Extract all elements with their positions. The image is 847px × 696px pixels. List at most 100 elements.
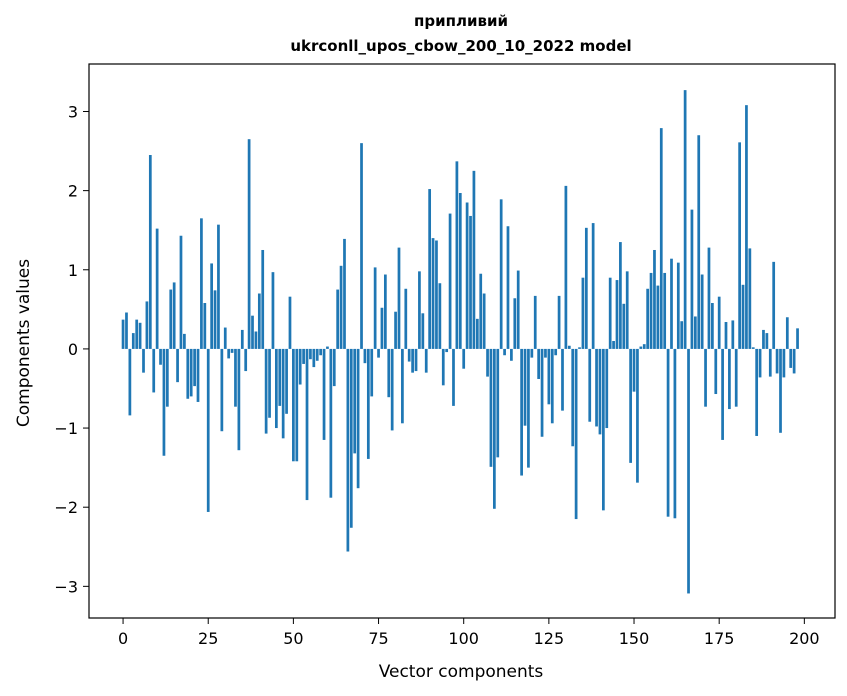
chart-title-line2: ukrconll_upos_cbow_200_10_2022 model xyxy=(290,37,631,55)
bar xyxy=(227,348,231,359)
bar xyxy=(762,329,765,349)
bar xyxy=(673,348,677,519)
bar xyxy=(135,319,139,349)
bar xyxy=(690,209,694,349)
bar xyxy=(455,161,459,349)
bar xyxy=(418,271,421,349)
bar xyxy=(564,185,568,349)
bar xyxy=(516,270,520,349)
bar xyxy=(288,296,292,349)
bar xyxy=(574,348,578,520)
bar xyxy=(567,345,571,349)
bar xyxy=(544,348,547,358)
bar xyxy=(496,348,500,458)
bar xyxy=(370,348,374,397)
bar xyxy=(196,348,200,402)
bar xyxy=(295,348,299,462)
y-tick-label: 2 xyxy=(68,182,78,201)
bar xyxy=(353,348,357,454)
bar xyxy=(666,348,670,517)
bar xyxy=(639,346,643,349)
bar xyxy=(571,348,575,447)
bar xyxy=(561,348,564,411)
bar xyxy=(619,242,622,349)
bar xyxy=(557,295,561,349)
bar xyxy=(731,320,735,349)
bar xyxy=(636,348,639,483)
bar xyxy=(234,348,237,407)
y-tick-label: −2 xyxy=(54,498,78,517)
bar xyxy=(523,348,527,426)
bar xyxy=(615,280,619,349)
bar xyxy=(625,271,629,349)
bar xyxy=(203,303,207,349)
bar xyxy=(366,348,370,459)
bar xyxy=(360,143,363,349)
bar xyxy=(217,224,220,349)
bar xyxy=(176,348,179,383)
bar xyxy=(254,331,258,349)
bar xyxy=(469,215,472,349)
bar xyxy=(131,333,135,349)
bar xyxy=(336,289,340,349)
bar xyxy=(380,307,384,349)
bar xyxy=(738,142,741,349)
bar xyxy=(278,348,282,406)
bar xyxy=(693,316,697,349)
x-tick-label: 175 xyxy=(704,629,735,648)
bars-group xyxy=(121,90,799,594)
bar xyxy=(602,348,605,511)
bar xyxy=(591,223,595,349)
x-tick-label: 100 xyxy=(448,629,479,648)
bar xyxy=(339,265,343,349)
bar xyxy=(407,348,411,362)
bar xyxy=(554,348,558,356)
bar xyxy=(782,348,786,378)
bar xyxy=(448,213,452,349)
x-tick-label: 200 xyxy=(789,629,820,648)
y-tick-label: −1 xyxy=(54,419,78,438)
bar xyxy=(792,348,796,374)
bar xyxy=(322,348,326,440)
bar xyxy=(125,312,128,349)
bar xyxy=(169,289,173,349)
bar xyxy=(745,105,748,349)
bar xyxy=(329,348,333,498)
bar xyxy=(271,272,275,349)
bar xyxy=(721,348,724,440)
bar xyxy=(363,348,367,364)
bar xyxy=(680,321,684,349)
bar xyxy=(237,348,241,451)
bar xyxy=(608,277,612,349)
bar xyxy=(758,348,762,378)
bar xyxy=(499,199,503,349)
bar xyxy=(326,346,329,349)
bar xyxy=(179,235,183,349)
bar xyxy=(646,288,650,349)
bar xyxy=(520,348,523,476)
bar xyxy=(285,348,288,414)
bar xyxy=(462,348,466,369)
y-tick-label: 1 xyxy=(68,261,78,280)
bar xyxy=(656,285,660,349)
bar xyxy=(145,301,149,349)
x-tick-label: 75 xyxy=(368,629,388,648)
x-axis: 0 25 50 75 100 125 150 175 200 xyxy=(118,618,820,648)
bar xyxy=(292,348,295,462)
bar xyxy=(356,348,360,489)
bar xyxy=(438,283,442,349)
bar xyxy=(428,189,432,349)
bar xyxy=(193,348,196,387)
bar xyxy=(632,348,636,392)
bar xyxy=(315,348,319,361)
bar xyxy=(765,333,769,349)
bar xyxy=(779,348,782,433)
bar xyxy=(257,293,261,349)
bar xyxy=(707,247,711,349)
bar xyxy=(183,333,186,349)
bar xyxy=(138,322,142,349)
bar xyxy=(537,348,541,379)
y-tick-label: −3 xyxy=(54,577,78,596)
bar xyxy=(383,274,387,349)
